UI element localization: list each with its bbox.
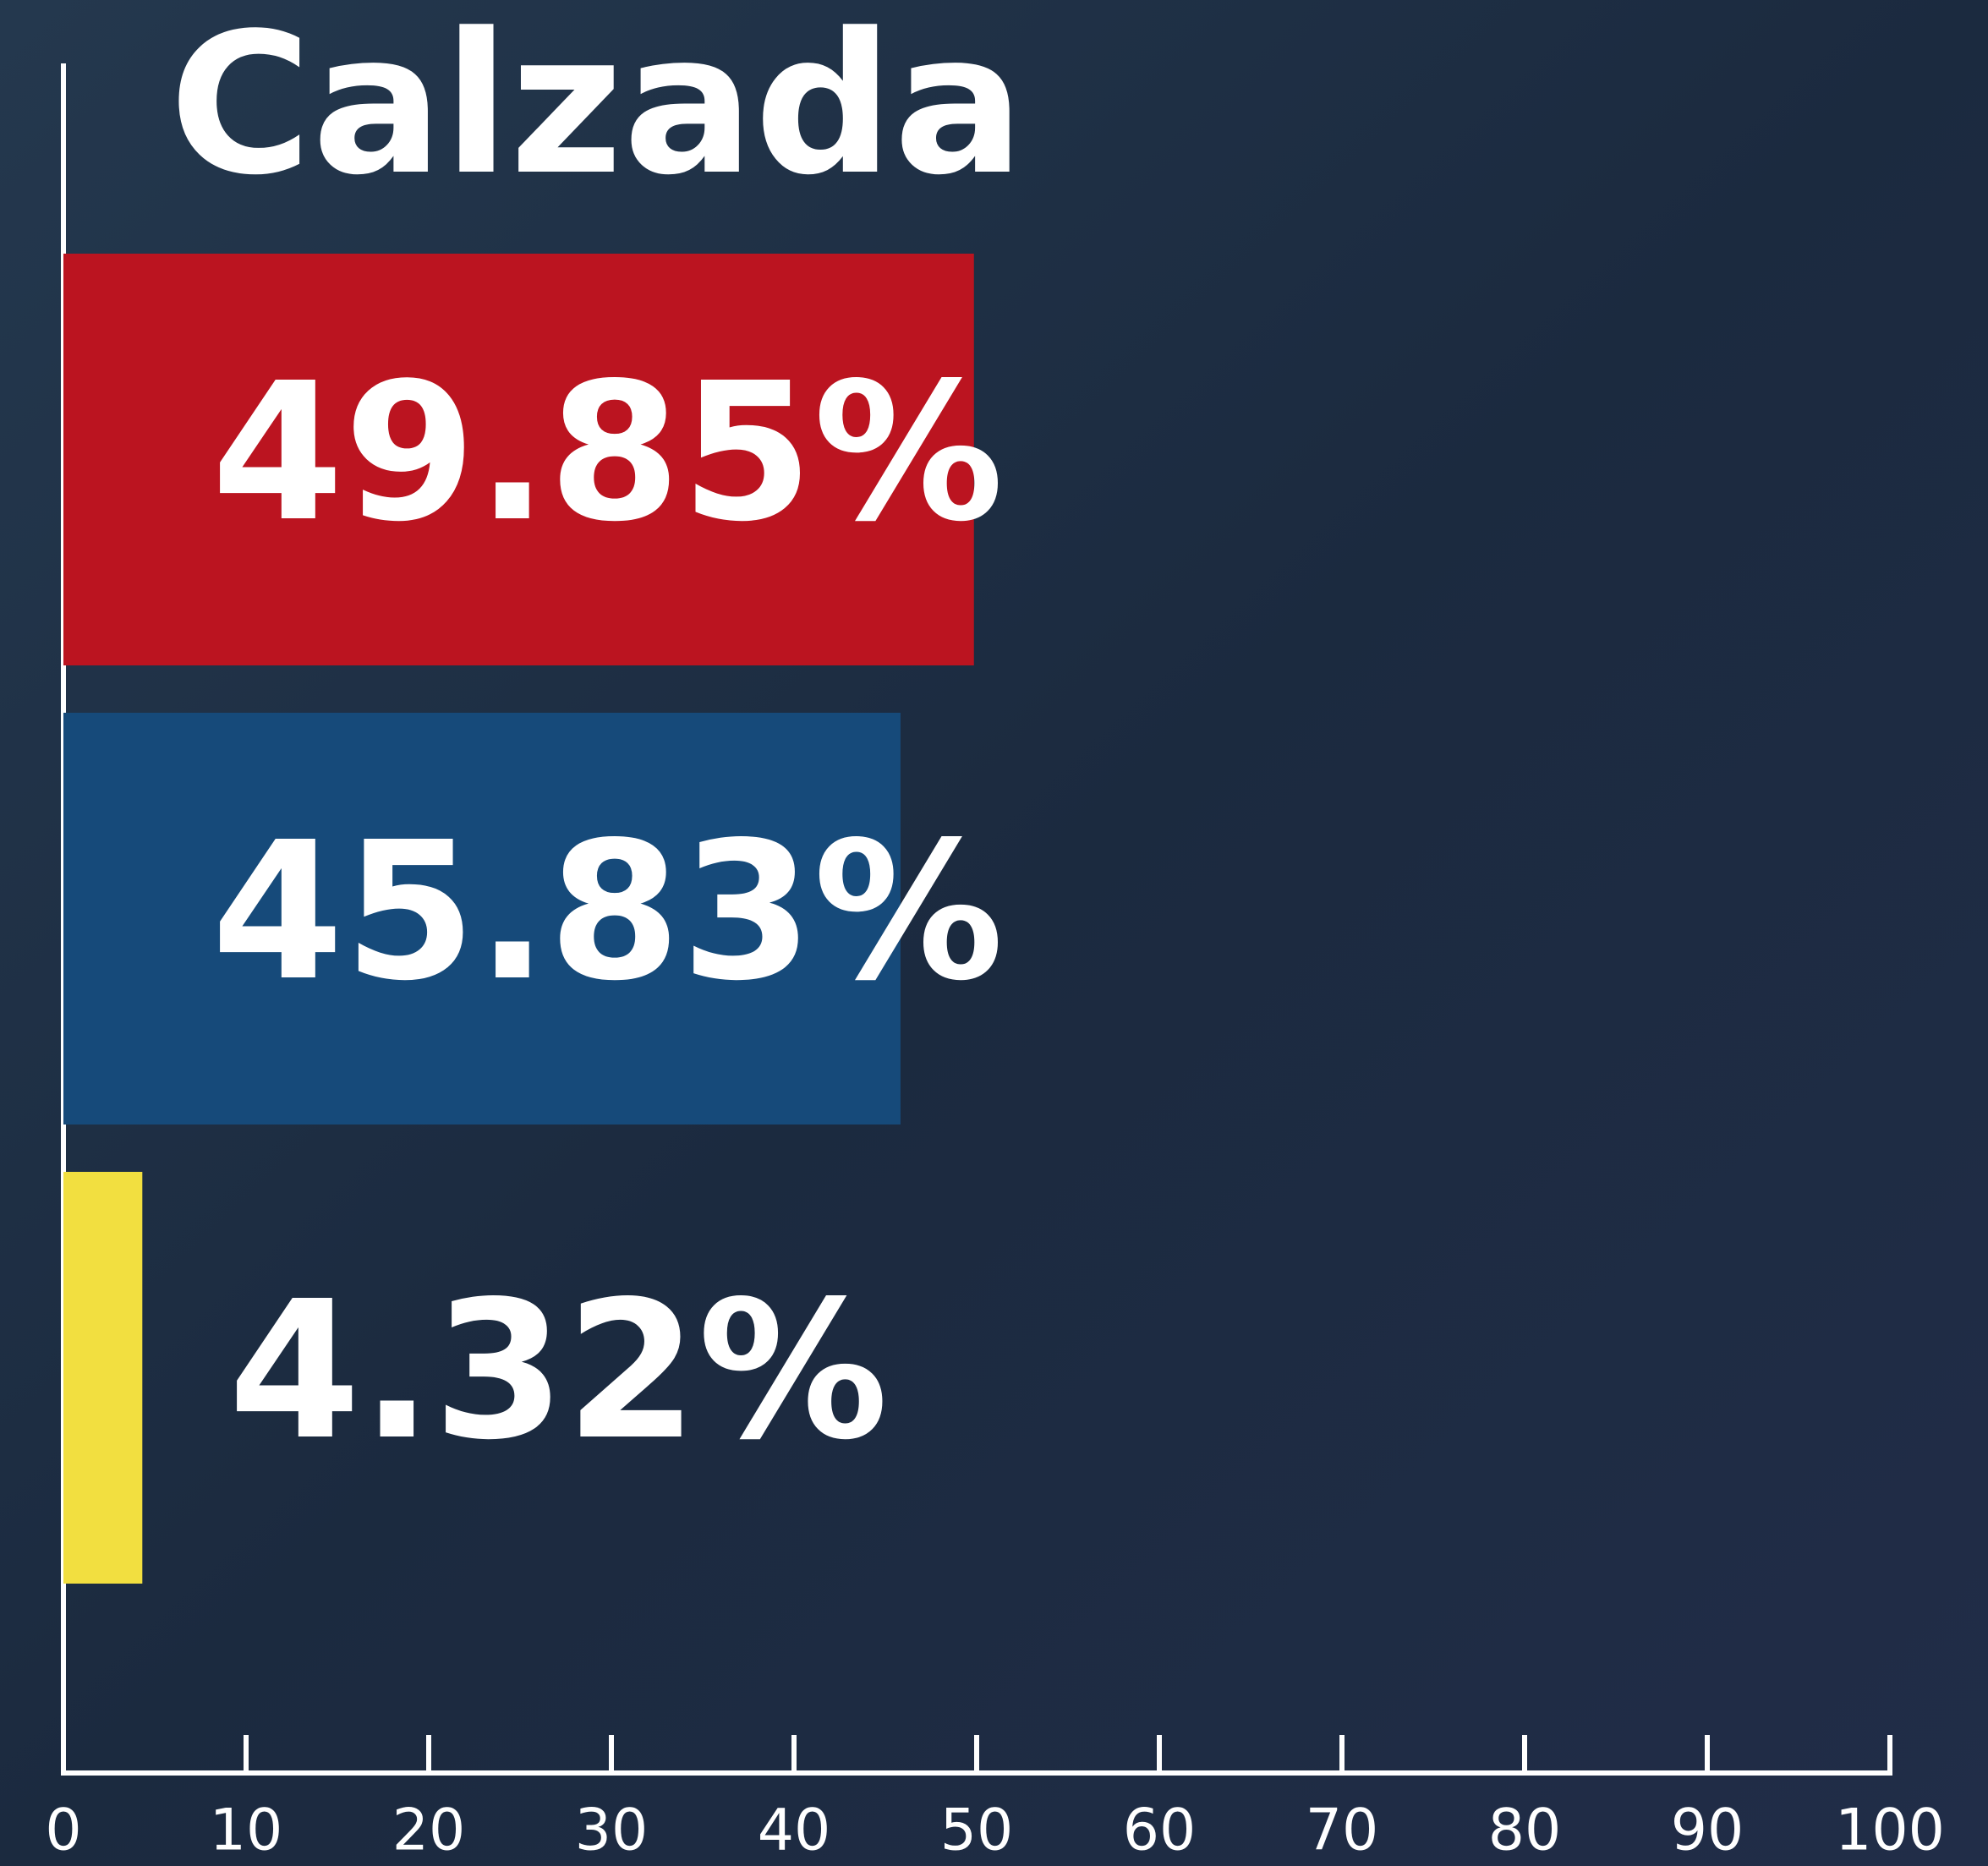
x-tick-label: 20 <box>392 1798 466 1864</box>
x-tick-label: 40 <box>758 1798 831 1864</box>
x-tick-label: 80 <box>1488 1798 1562 1864</box>
x-tick-label: 0 <box>45 1798 81 1864</box>
x-tick-label: 30 <box>575 1798 649 1864</box>
chart-title: Calzada <box>169 0 1025 218</box>
value-label: 45.83% <box>211 802 1004 1023</box>
bar <box>63 713 901 1125</box>
x-tick-label: 90 <box>1671 1798 1744 1864</box>
bar <box>63 1172 143 1584</box>
value-label: 4.32% <box>228 1261 889 1482</box>
x-tick-label: 100 <box>1835 1798 1945 1864</box>
x-tick-label: 60 <box>1123 1798 1197 1864</box>
x-tick-label: 10 <box>210 1798 283 1864</box>
value-label: 49.85% <box>211 342 1004 564</box>
bar <box>63 254 974 665</box>
x-tick-label: 70 <box>1306 1798 1379 1864</box>
x-tick-label: 50 <box>940 1798 1014 1864</box>
